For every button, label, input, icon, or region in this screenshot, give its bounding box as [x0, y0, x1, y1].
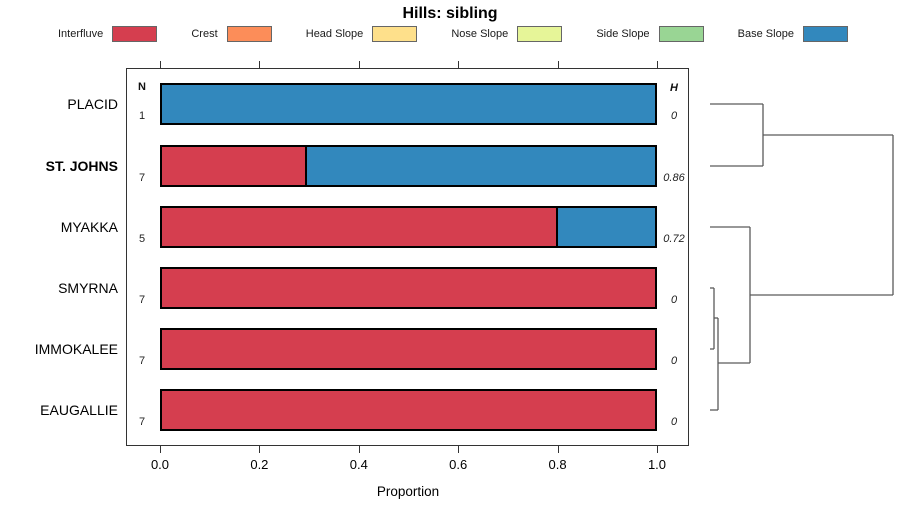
n-value: 7	[138, 416, 146, 428]
x-tick-label: 0.8	[548, 457, 567, 472]
row-label-eaugallie: EAUGALLIE	[40, 402, 118, 418]
bottom-axis-tick	[259, 446, 261, 453]
bar-segment-interfluve	[162, 391, 655, 429]
h-column-header: H	[670, 82, 678, 94]
stacked-bar	[160, 205, 657, 248]
chart-title: Hills: sibling	[402, 5, 498, 22]
h-value: 0.72	[663, 232, 685, 245]
bar-segment-interfluve	[162, 269, 655, 307]
bottom-axis-tick	[160, 446, 161, 453]
legend-label: Base Slope	[737, 28, 794, 40]
legend-label: Head Slope	[305, 28, 364, 40]
plot-frame	[126, 68, 689, 446]
legend-item-crest: Crest	[191, 26, 272, 42]
n-value: 7	[138, 294, 146, 306]
legend-swatch	[372, 26, 418, 42]
row-label-myakka: MYAKKA	[60, 218, 118, 235]
legend: Interfluve Crest Head Slope Nose Slope Side …	[58, 25, 848, 43]
legend-swatch	[517, 26, 563, 42]
row-label-immokalee: IMMOKALEE	[34, 341, 118, 357]
legend-swatch	[802, 26, 848, 42]
h-value: 0	[670, 416, 678, 428]
top-axis-tick	[259, 61, 261, 68]
stacked-bar	[160, 389, 657, 431]
bottom-axis-tick	[458, 446, 460, 453]
x-tick-label: 0.4	[349, 457, 368, 472]
bottom-axis-tick	[557, 446, 559, 453]
h-value: 0	[670, 110, 678, 122]
row-label-placid: PLACID	[67, 96, 118, 112]
n-value: 1	[138, 110, 146, 122]
legend-item-side-slope: Side Slope	[596, 26, 704, 42]
legend-swatch	[226, 26, 272, 42]
top-axis-tick	[358, 61, 360, 68]
legend-swatch	[112, 26, 158, 42]
h-value: 0	[670, 355, 678, 367]
h-value: 0.86	[663, 171, 685, 184]
stacked-bar	[160, 83, 657, 125]
x-tick-label: 0.2	[250, 457, 269, 472]
x-tick-label: 0.6	[449, 457, 468, 472]
top-axis-tick	[557, 61, 559, 68]
bar-segment-interfluve	[162, 330, 655, 368]
stacked-bar	[160, 144, 657, 187]
legend-swatch	[658, 26, 704, 42]
n-value: 7	[138, 355, 146, 367]
legend-item-nose-slope: Nose Slope	[451, 26, 563, 42]
legend-item-head-slope: Head Slope	[306, 26, 418, 42]
top-axis-tick	[160, 61, 161, 68]
x-tick-label: 1.0	[647, 457, 667, 472]
top-axis-tick	[657, 61, 658, 68]
n-value: 7	[138, 171, 146, 184]
bar-segment-interfluve	[162, 146, 305, 185]
stacked-bar	[160, 328, 657, 370]
stacked-bar	[160, 267, 657, 309]
bottom-axis-tick	[358, 446, 360, 453]
legend-item-interfluve: Interfluve	[58, 26, 158, 42]
bar-segment-base-slope	[304, 146, 655, 185]
n-value: 5	[138, 232, 146, 245]
bar-segment-base-slope	[162, 85, 655, 123]
bottom-axis-tick	[657, 446, 658, 453]
n-column-header: N	[138, 81, 146, 93]
bar-segment-base-slope	[556, 207, 655, 246]
x-tick-label: 0.0	[150, 457, 170, 472]
bar-segment-interfluve	[162, 207, 557, 246]
legend-label: Crest	[191, 28, 218, 40]
top-axis-tick	[458, 61, 460, 68]
legend-label: Side Slope	[596, 28, 650, 40]
row-label-smyrna: SMYRNA	[58, 280, 118, 296]
legend-label: Nose Slope	[451, 28, 509, 40]
legend-item-base-slope: Base Slope	[738, 26, 848, 42]
row-label-st-johns: ST. JOHNS	[45, 157, 118, 174]
legend-label: Interfluve	[58, 28, 104, 40]
h-value: 0	[670, 294, 678, 306]
x-axis-title: Proportion	[376, 484, 440, 499]
